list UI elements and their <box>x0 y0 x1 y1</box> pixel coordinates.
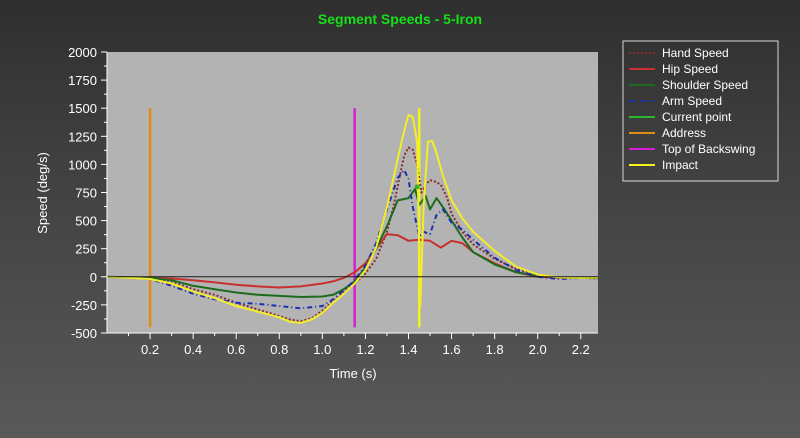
y-tick-label: 250 <box>75 242 97 257</box>
x-tick-label: 1.4 <box>399 342 417 357</box>
x-tick-label: 1.8 <box>486 342 504 357</box>
address-legend-label: Address <box>662 126 706 140</box>
current-point-marker <box>414 184 420 190</box>
x-tick-label: 0.6 <box>227 342 245 357</box>
shoulder-speed-line <box>106 188 598 298</box>
y-tick-label: -250 <box>71 298 97 313</box>
y-tick-label: 1250 <box>68 129 97 144</box>
hand-speed-line <box>106 146 599 323</box>
arm-speed-line <box>106 169 599 310</box>
legend: Hand Speed Hip Speed Shoulder Speed Arm Spe… <box>622 40 779 182</box>
y-tick-label: 1500 <box>68 101 97 116</box>
y-tick-label: 0 <box>90 270 97 285</box>
y-tick-label: 500 <box>75 214 97 229</box>
y-axis-label: Speed (deg/s) <box>35 152 50 234</box>
top-of-backswing-legend-label: Top of Backswing <box>662 142 755 156</box>
club-speed-line <box>106 113 599 324</box>
x-tick-label: 2.2 <box>572 342 590 357</box>
x-axis-label: Time (s) <box>329 366 376 381</box>
x-tick-label: 0.4 <box>184 342 202 357</box>
hand-speed-legend-label: Hand Speed <box>662 46 729 60</box>
x-tick-label: 1.0 <box>313 342 331 357</box>
series-layer <box>106 108 599 328</box>
plot-area <box>107 52 598 333</box>
current-point-legend-label: Current point <box>662 110 732 124</box>
y-tick-label: 1750 <box>68 73 97 88</box>
y-tick-label: 1000 <box>68 157 97 172</box>
x-tick-label: 0.8 <box>270 342 288 357</box>
x-tick-label: 2.0 <box>529 342 547 357</box>
arm-speed-legend-label: Arm Speed <box>662 94 722 108</box>
axes-layer: -500 -250 0 250 500 750 1000 1250 1500 1750 2000 0.… <box>68 45 598 357</box>
chart-title: Segment Speeds - 5-Iron <box>318 11 482 27</box>
y-tick-label: 2000 <box>68 45 97 60</box>
y-tick-label: 750 <box>75 186 97 201</box>
x-tick-label: 0.2 <box>141 342 159 357</box>
hip-speed-legend-label: Hip Speed <box>662 62 718 76</box>
impact-legend-label: Impact <box>662 158 699 172</box>
shoulder-speed-legend-label: Shoulder Speed <box>662 78 748 92</box>
x-tick-label: 1.6 <box>443 342 461 357</box>
y-tick-label: -500 <box>71 326 97 341</box>
x-tick-label: 1.2 <box>356 342 374 357</box>
